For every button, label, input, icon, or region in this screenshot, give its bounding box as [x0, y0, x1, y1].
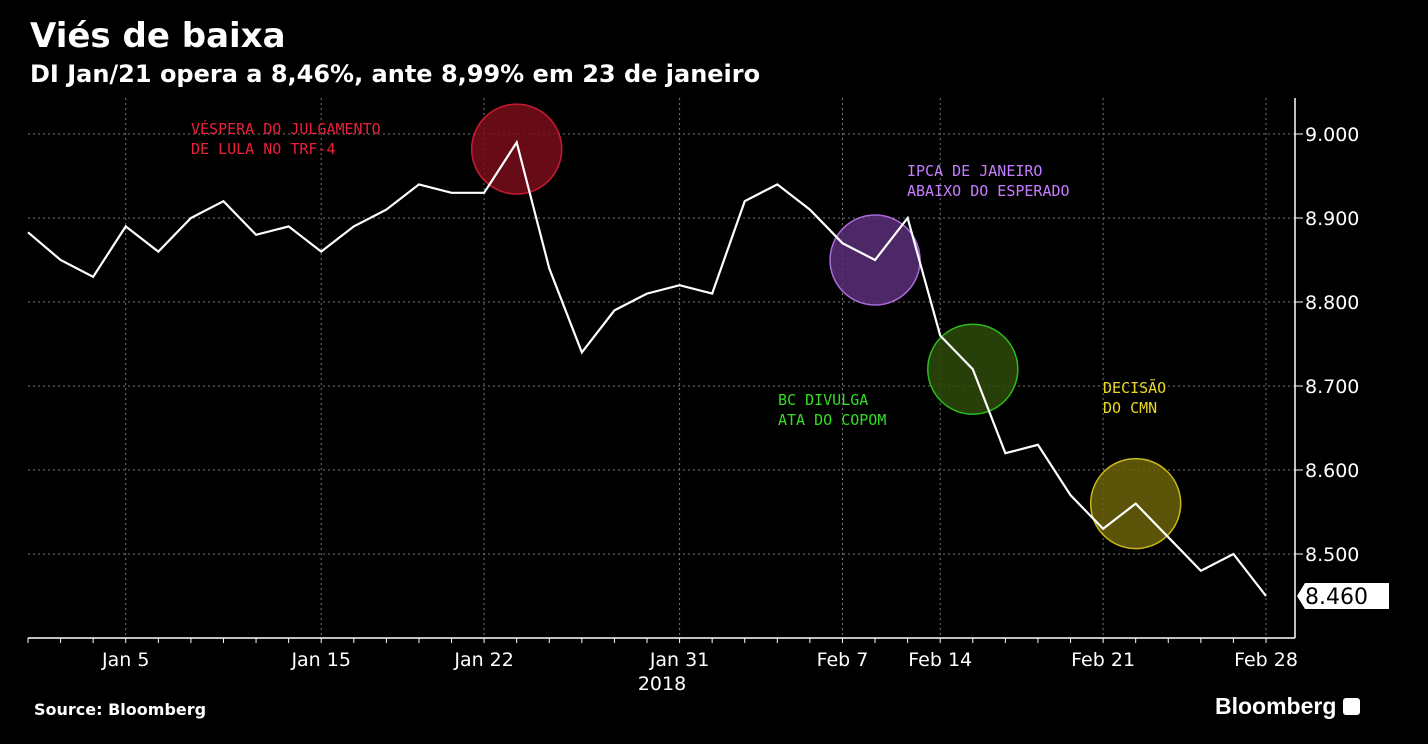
x-tick-label: Feb 28 — [1234, 649, 1298, 671]
annotation-label: DECISÃO — [1103, 378, 1166, 397]
last-value-label: 8.460 — [1305, 585, 1368, 610]
source-note: Source: Bloomberg — [34, 700, 207, 719]
brand-text: Bloomberg — [1215, 693, 1337, 719]
annotation-label: IPCA DE JANEIRO — [907, 162, 1042, 180]
annotation-label: DO CMN — [1103, 399, 1157, 417]
x-tick-label: Feb 7 — [817, 649, 869, 671]
y-tick-label: 8.500 — [1305, 544, 1359, 566]
x-tick-label: Feb 14 — [908, 649, 972, 671]
annotation-label: ABAIXO DO ESPERADO — [907, 182, 1070, 200]
y-tick-label: 8.600 — [1305, 460, 1359, 482]
last-value-tag — [1297, 583, 1389, 609]
series-line — [27, 139, 1267, 597]
annotation-label: ATA DO COPOM — [778, 411, 886, 429]
x-year-label: 2018 — [638, 673, 686, 695]
chart-title: Viés de baixa — [30, 16, 286, 56]
y-tick-label: 8.700 — [1305, 376, 1359, 398]
x-tick-label: Feb 21 — [1071, 649, 1135, 671]
annotation-label: DE LULA NO TRF-4 — [191, 140, 336, 158]
x-tick-label: Jan 15 — [290, 649, 351, 671]
y-tick-label: 8.900 — [1305, 208, 1359, 230]
annotation-label: VÉSPERA DO JULGAMENTO — [191, 119, 381, 138]
y-tick-label: 9.000 — [1305, 124, 1359, 146]
bloomberg-chart-icon — [1342, 698, 1360, 715]
y-tick-label: 8.800 — [1305, 292, 1359, 314]
annotation-label: BC DIVULGA — [778, 391, 868, 409]
bloomberg-logo: Bloomberg — [1215, 693, 1360, 720]
chart-subtitle: DI Jan/21 opera a 8,46%, ante 8,99% em 2… — [30, 60, 761, 88]
x-tick-label: Jan 31 — [649, 649, 710, 671]
annotation-circle — [470, 103, 563, 195]
x-tick-label: Jan 22 — [453, 649, 514, 671]
x-tick-label: Jan 5 — [101, 649, 149, 671]
